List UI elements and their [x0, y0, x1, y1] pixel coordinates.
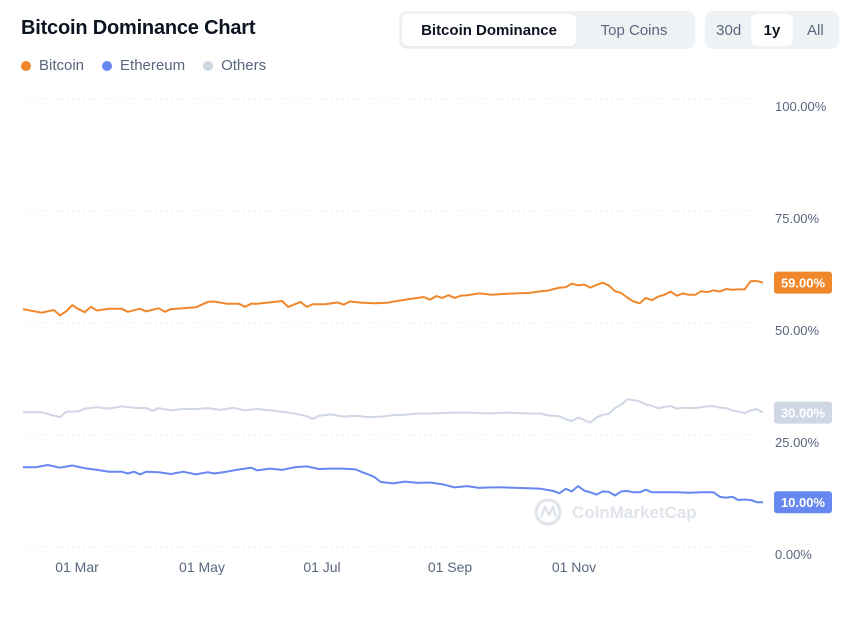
watermark-text: CoinMarketCap — [572, 503, 697, 522]
badge-bitcoin — [774, 271, 832, 294]
range-selector: 30d 1y All — [705, 11, 839, 49]
tab-top-coins[interactable]: Top Coins — [600, 21, 668, 39]
badge-label-others: 30.00% — [781, 406, 826, 421]
y-tick-label: 100.00% — [775, 99, 827, 114]
current-value-badges: 59.00% 10.00% 30.00% — [774, 271, 832, 514]
series-line-bitcoin — [22, 279, 764, 317]
series-line-ethereum — [23, 464, 763, 504]
x-tick-label: 01 Mar — [55, 559, 99, 575]
coinmarketcap-watermark: CoinMarketCap — [534, 498, 697, 526]
badge-ethereum — [774, 491, 832, 514]
x-tick-label: 01 Jul — [303, 559, 340, 575]
legend-label-bitcoin: Bitcoin — [39, 57, 85, 74]
grid-lines — [23, 98, 763, 548]
x-tick-label: 01 Sep — [428, 559, 473, 575]
y-axis-ticks: 100.00% 75.00% 50.00% 25.00% 0.00% — [775, 99, 827, 562]
view-tabs: Bitcoin Dominance Top Coins — [399, 11, 695, 49]
page-title: Bitcoin Dominance Chart — [21, 17, 256, 39]
watermark-logo-mark — [539, 505, 558, 518]
others-legend-dot — [203, 60, 214, 71]
y-tick-label: 0.00% — [775, 547, 812, 562]
y-tick-label: 25.00% — [775, 435, 820, 450]
watermark-logo-icon — [534, 498, 562, 526]
tab-bitcoin-dominance[interactable]: Bitcoin Dominance — [402, 14, 576, 46]
badge-others — [774, 401, 832, 424]
legend-label-ethereum: Ethereum — [120, 57, 186, 74]
legend-item-others[interactable]: Others — [203, 57, 266, 74]
badge-label-bitcoin: 59.00% — [781, 276, 826, 291]
badge-label-ethereum: 10.00% — [781, 495, 826, 510]
x-axis-ticks: 01 Mar 01 May 01 Jul 01 Sep 01 Nov — [55, 559, 596, 575]
ethereum-legend-dot — [102, 60, 113, 71]
series-lines — [22, 279, 764, 504]
range-all-button[interactable]: All — [806, 21, 824, 39]
range-1y-button[interactable]: 1y — [751, 14, 793, 46]
series-line-others — [23, 398, 764, 424]
legend-item-ethereum[interactable]: Ethereum — [102, 57, 185, 74]
x-tick-label: 01 May — [179, 559, 225, 575]
chart-legend: Bitcoin Ethereum Others — [21, 57, 266, 74]
legend-label-others: Others — [221, 57, 267, 74]
x-tick-label: 01 Nov — [552, 559, 596, 575]
y-tick-label: 75.00% — [775, 211, 820, 226]
y-tick-label: 50.00% — [775, 323, 820, 338]
bitcoin-legend-dot — [21, 60, 31, 71]
legend-item-bitcoin[interactable]: Bitcoin — [21, 57, 84, 74]
range-30d-button[interactable]: 30d — [716, 21, 742, 39]
